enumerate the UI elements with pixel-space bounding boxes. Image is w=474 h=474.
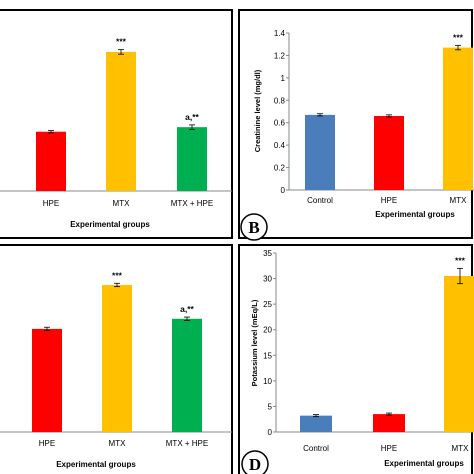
panel-d-significance-label: *** [455, 255, 466, 265]
panel-a-significance-label: a,** [185, 112, 199, 122]
panel-a-bar [36, 131, 66, 191]
panel-c-bar [32, 328, 62, 432]
panel-c-category-label: HPE [39, 439, 55, 448]
panel-b-y-tick-label: 0 [281, 186, 286, 195]
panel-d-badge [241, 450, 269, 474]
panel-d-y-tick-label: 0 [268, 428, 273, 437]
panel-d-y-tick-label: 15 [263, 351, 272, 360]
panel-c-category-label: MTX + HPE [166, 439, 208, 448]
panel-a-bar [106, 51, 136, 191]
panel-b-y-tick-label: 0.8 [274, 96, 286, 105]
panel-b-y-axis-label: Creatinine level (mg/dl) [253, 69, 262, 152]
panel-b-category-label: HPE [381, 196, 397, 205]
panel-d-y-tick-label: 25 [263, 300, 272, 309]
panel-d-category-label: HPE [381, 444, 397, 453]
panel-c-significance-label: a,** [180, 304, 194, 314]
panel-a-x-axis-label: Experimental groups [70, 220, 150, 229]
panel-c-x-axis-label: Experimental groups [56, 460, 136, 469]
panel-a-category-label: HPE [43, 199, 59, 208]
panel-b-bar [374, 115, 404, 190]
panel-b-bar [443, 47, 473, 191]
panel-b-badge [240, 213, 268, 241]
panel-d-y-tick-label: 5 [268, 402, 273, 411]
panel-b-category-label: Control [307, 196, 333, 205]
panel-a-bar [177, 127, 207, 191]
panel-a-category-label: MTX + HPE [171, 199, 213, 208]
panel-a-significance-label: *** [116, 37, 127, 47]
panel-c-plot: HPE *** MTX a,** MTX + HPE [32, 270, 208, 448]
panel-a-frame [0, 9, 233, 239]
panel-d-letter: D [249, 455, 261, 474]
panel-b-y-tick-label: 1.2 [274, 51, 286, 60]
panel-c: HPE *** MTX a,** MTX + HPE Experimental grou… [0, 244, 233, 474]
panel-d-y-tick-label: 20 [263, 326, 272, 335]
panel-b-letter: B [248, 218, 259, 237]
panel-b-y-tick-label: 0.4 [274, 141, 286, 150]
panel-c-frame [0, 244, 233, 474]
panel-d-bar [300, 415, 332, 432]
panel-d: 0 5 10 15 20 25 30 35 Control HPE *** MTX Potassium… [238, 244, 474, 474]
panel-d-y-tick-label: 10 [263, 377, 272, 386]
panel-c-bar [102, 284, 132, 432]
panel-b-y-tick-label: 0.6 [274, 119, 286, 128]
panel-d-bar [373, 414, 405, 432]
panel-d-plot: 0 5 10 15 20 25 30 35 Control HPE *** MTX [263, 249, 474, 453]
panel-a-category-label: MTX [113, 199, 131, 208]
panel-d-y-axis-label: Potassium level (mEq/L) [250, 299, 259, 386]
panel-c-category-label: MTX [109, 439, 127, 448]
panel-b-plot: 0 0.2 0.4 0.6 0.8 1 1.2 1.4 Control HPE *** MTX [274, 29, 473, 205]
panel-b-y-tick-label: 1.4 [274, 29, 286, 38]
panel-d-bar [444, 276, 474, 432]
panel-a: HPE *** MTX a,** MTX + HPE Experimental grou… [0, 9, 233, 239]
panel-b-x-axis-label: Experimental groups [375, 210, 455, 219]
panel-d-y-tick-label: 35 [263, 249, 272, 258]
panel-b-y-tick-label: 0.2 [274, 164, 286, 173]
panel-d-category-label: MTX [452, 444, 470, 453]
panel-b-category-label: MTX [450, 196, 468, 205]
panel-b-y-tick-label: 1 [281, 74, 286, 83]
panel-b: 0 0.2 0.4 0.6 0.8 1 1.2 1.4 Control HPE *** MTX Cre… [238, 9, 474, 241]
panel-b-bar [305, 114, 335, 190]
panel-d-x-axis-label: Experimental groups [384, 459, 464, 468]
panel-b-significance-label: *** [453, 32, 464, 42]
panel-c-significance-label: *** [112, 270, 123, 280]
panel-d-category-label: Control [303, 444, 329, 453]
panel-d-y-tick-label: 30 [263, 275, 272, 284]
panel-a-plot: HPE *** MTX a,** MTX + HPE [36, 37, 213, 208]
panel-c-bar [172, 318, 202, 432]
